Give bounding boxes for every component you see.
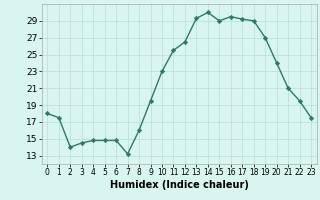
X-axis label: Humidex (Indice chaleur): Humidex (Indice chaleur) [110,180,249,190]
